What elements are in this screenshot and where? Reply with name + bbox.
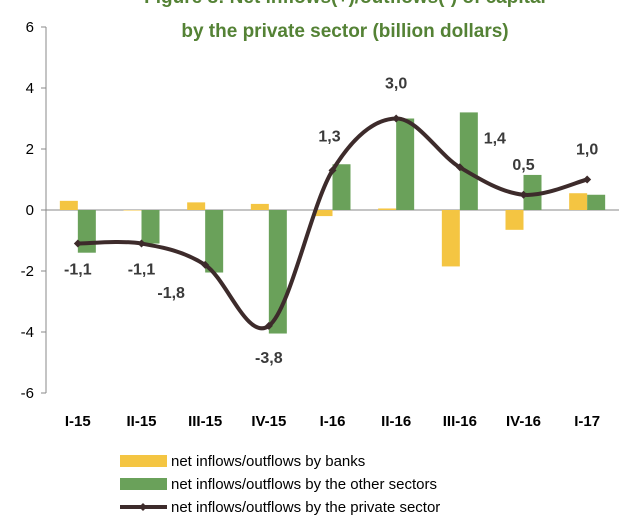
x-tick-label: I-15 [65,413,91,430]
legend-label: net inflows/outflows by banks [171,453,365,470]
bar-banks [123,210,142,211]
x-tick-label: IV-16 [506,413,541,430]
legend: net inflows/outflows by banks net inflows… [120,453,440,516]
y-tick-label: 4 [26,80,34,97]
data-label: -1,1 [128,262,156,279]
bar-other-sectors [587,194,606,210]
legend-swatch [120,455,167,467]
x-tick-label: I-17 [574,413,600,430]
private-sector-line [75,116,590,331]
chart-title: Figure 8: Net inflows(+)/outflows(-) of … [144,0,546,42]
y-tick-label: 2 [26,141,34,158]
plot-area: 6 4 2 0 -2 -4 -6 I-15 II-15 III-15 IV-15 I-16 II-16 I… [21,19,619,430]
y-tick-label: -6 [21,385,34,402]
bar-banks [378,208,397,210]
data-label: -3,8 [255,350,283,367]
bar-banks [569,193,588,210]
x-tick-label: III-15 [188,413,222,430]
bar-other-sectors [396,118,415,210]
bar-banks [505,210,524,230]
legend-label: net inflows/outflows by the other sector… [171,476,437,493]
data-label: 1,4 [484,130,506,147]
x-tick-label: I-16 [320,413,346,430]
y-tick-label: -4 [21,324,34,341]
bar-other-sectors [77,210,96,253]
line-point-marker [455,163,464,172]
line-point-marker [519,190,528,199]
bar-banks [59,200,78,210]
bar-banks [187,202,206,210]
bar-banks [314,210,333,217]
x-tick-label: III-16 [443,413,477,430]
data-label: -1,8 [157,285,185,302]
line-point-marker [201,260,210,269]
data-label: -1,1 [64,262,92,279]
legend-label: net inflows/outflows by the private sect… [171,499,440,516]
y-tick-label: 0 [26,202,34,219]
data-label: 0,5 [512,157,534,174]
chart-title-line-1: Figure 8: Net inflows(+)/outflows(-) of … [144,0,546,8]
bar-banks [441,210,460,267]
legend-swatch [120,478,167,490]
data-label: 1,0 [576,142,598,159]
data-label: 3,0 [385,76,407,93]
x-tick-label: IV-15 [251,413,286,430]
bar-banks [250,203,269,210]
x-tick-label: II-16 [381,413,411,430]
line-point-marker [392,114,401,123]
line-point-marker [328,166,337,175]
bar-other-sectors [332,164,351,210]
bar-other-sectors [141,210,160,244]
y-tick-label: -2 [21,263,34,280]
x-tick-label: II-15 [126,413,156,430]
line-point-marker [137,239,146,248]
line-point-marker [264,321,273,330]
bar-other-sectors [205,210,224,273]
data-label: 1,3 [318,128,340,145]
chart-title-line-2: by the private sector (billion dollars) [181,21,508,42]
bar-other-sectors [523,174,542,210]
y-tick-label: 6 [26,19,34,36]
line-point-marker [583,175,592,184]
legend-marker [139,503,147,511]
bar-other-sectors [459,112,478,210]
line-point-marker [73,239,82,248]
